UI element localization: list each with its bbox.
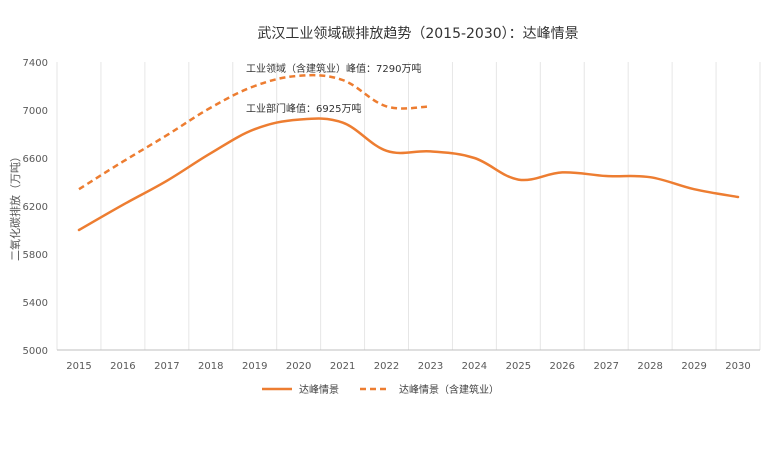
y-tick-label: 7000: [23, 106, 48, 117]
x-tick-label: 2021: [330, 361, 355, 372]
y-tick-label: 6200: [23, 202, 48, 213]
legend-entry: 达峰情景（含建筑业）: [399, 383, 499, 396]
y-tick-label: 7400: [23, 58, 48, 69]
annotation-label: 工业领域（含建筑业）峰值：7290万吨: [246, 62, 421, 75]
x-tick-label: 2015: [66, 361, 91, 372]
x-tick-label: 2027: [593, 361, 618, 372]
y-tick-label: 5800: [23, 250, 48, 261]
y-axis-label: 二氧化碳排放（万吨）: [8, 151, 22, 261]
x-tick-label: 2025: [506, 361, 531, 372]
annotation-label: 工业部门峰值：6925万吨: [246, 102, 361, 115]
x-tick-label: 2016: [110, 361, 135, 372]
x-tick-label: 2019: [242, 361, 267, 372]
grid: [57, 62, 760, 350]
y-tick-label: 5400: [23, 298, 48, 309]
x-tick-label: 2030: [725, 361, 750, 372]
y-tick-label: 5000: [23, 346, 48, 357]
x-tick-label: 2028: [637, 361, 662, 372]
legend: 达峰情景 达峰情景（含建筑业）: [262, 383, 499, 396]
x-tick-label: 2017: [154, 361, 179, 372]
chart-title: 武汉工业领域碳排放趋势（2015-2030）：达峰情景: [257, 26, 578, 42]
x-tick-label: 2029: [681, 361, 706, 372]
x-tick-label: 2022: [374, 361, 399, 372]
y-tick-label: 6600: [23, 154, 48, 165]
x-tick-label: 2026: [550, 361, 575, 372]
axes: 5000 5400 5800 6200 6600 7000 7400 2015 2016 2017…: [23, 58, 760, 372]
chart: 武汉工业领域碳排放趋势（2015-2030）：达峰情景 二氧化碳排放（万吨） 5…: [0, 0, 768, 459]
x-tick-label: 2018: [198, 361, 223, 372]
legend-entry: 达峰情景: [299, 383, 339, 396]
series-line-1: [79, 75, 431, 189]
x-tick-label: 2024: [462, 361, 487, 372]
x-tick-label: 2020: [286, 361, 311, 372]
x-tick-label: 2023: [418, 361, 443, 372]
